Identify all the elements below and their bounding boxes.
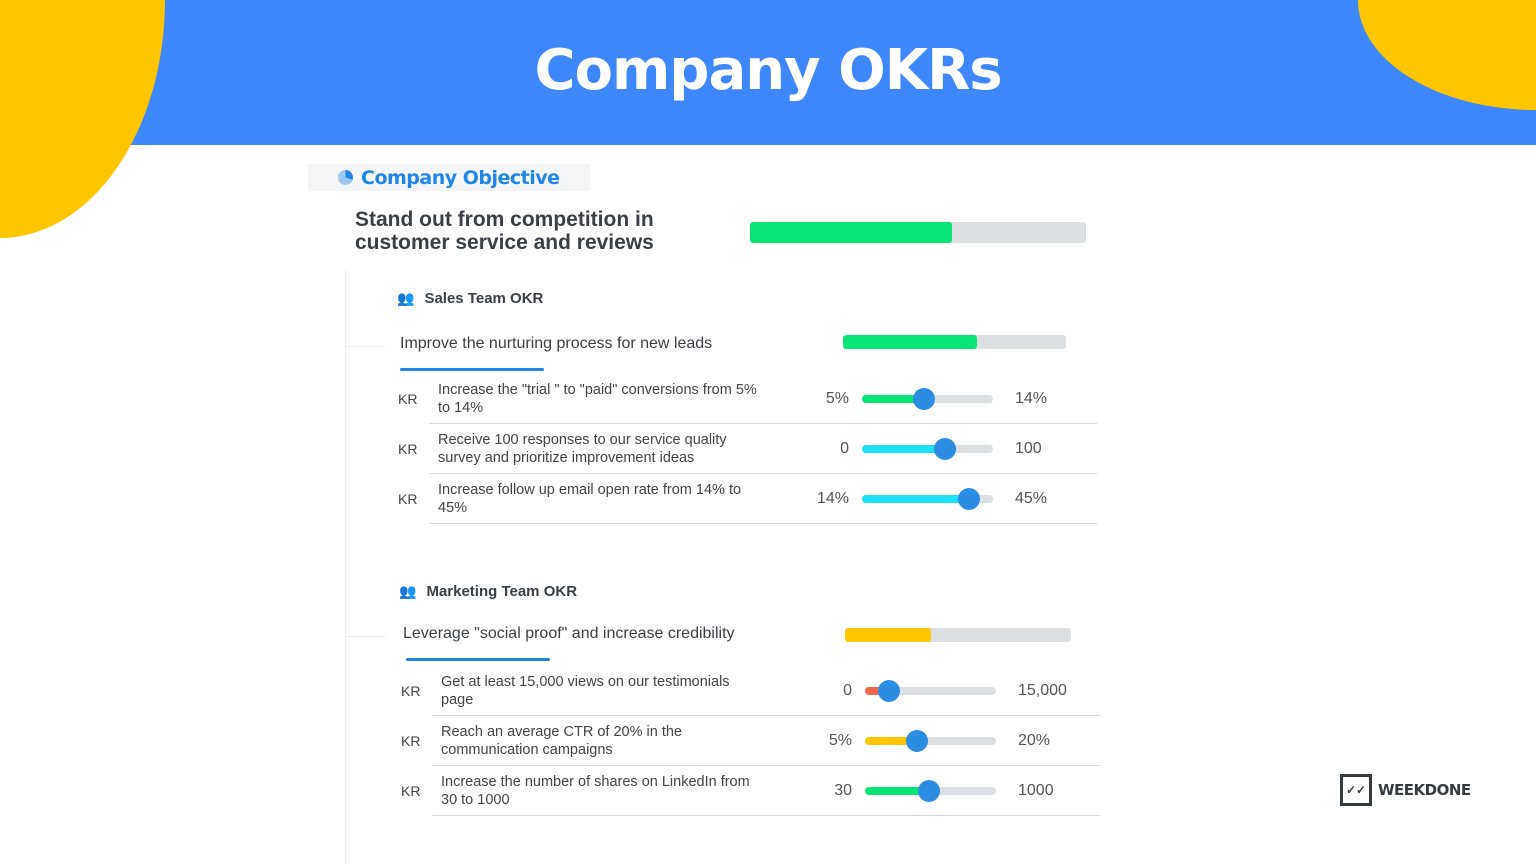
checkmarks-icon: ✓✓ <box>1340 774 1372 806</box>
slider-fill <box>865 686 889 695</box>
kr-text: Reach an average CTR of 20% in the commu… <box>441 723 682 758</box>
goal-underline <box>400 368 544 371</box>
slider-handle[interactable] <box>912 387 935 410</box>
slider-handle[interactable] <box>906 729 929 752</box>
objective-header-label: Company Objective <box>361 166 560 189</box>
slider-fill <box>862 494 970 503</box>
slider-handle[interactable] <box>877 679 900 702</box>
page-title: Company OKRs <box>534 38 1002 103</box>
weekdone-logo: ✓✓ WEEKDONE <box>1340 774 1471 806</box>
header-banner <box>0 0 1536 145</box>
team-goal[interactable]: Leverage "social proof" and increase cre… <box>403 625 735 642</box>
kr-start-value: 14% <box>816 489 849 507</box>
kr-target-value: 1000 <box>1018 781 1054 799</box>
kr-start-value: 5% <box>825 389 849 407</box>
kr-target-value: 45% <box>1015 489 1048 507</box>
key-result-row[interactable]: KR Increase the "trial " to "paid" conve… <box>398 374 1097 424</box>
kr-label: KR <box>401 682 421 699</box>
kr-label: KR <box>398 440 418 457</box>
decor-circle-left <box>0 0 165 238</box>
goal-underline <box>406 658 550 661</box>
team-icon: 👥 <box>399 583 417 599</box>
key-result-row[interactable]: KR Increase the number of shares on Link… <box>401 766 1100 816</box>
kr-target-value: 15,000 <box>1018 681 1067 699</box>
kr-progress-slider[interactable] <box>865 679 996 702</box>
kr-progress-slider[interactable] <box>865 779 996 802</box>
team-heading: 👥 Marketing Team OKR <box>399 583 577 600</box>
key-result-row[interactable]: KR Receive 100 responses to our service … <box>398 424 1097 474</box>
tree-branch <box>346 636 386 637</box>
kr-text: Receive 100 responses to our service qua… <box>438 431 727 466</box>
slider-handle[interactable] <box>918 779 941 802</box>
kr-label: KR <box>398 490 418 507</box>
team-heading: 👥 Sales Team OKR <box>397 290 543 307</box>
kr-progress-slider[interactable] <box>862 437 993 460</box>
team-icon: 👥 <box>397 290 415 306</box>
kr-text: Get at least 15,000 views on our testimo… <box>441 673 730 708</box>
kr-start-value: 0 <box>843 681 852 699</box>
kr-progress-slider[interactable] <box>862 487 993 510</box>
slider-fill <box>862 444 945 453</box>
pie-chart-icon <box>338 170 353 185</box>
progress-fill <box>845 628 931 642</box>
tree-line <box>345 270 346 864</box>
objective-header: Company Objective <box>308 164 590 191</box>
kr-target-value: 14% <box>1015 389 1048 407</box>
kr-label: KR <box>401 732 421 749</box>
tree-branch <box>346 346 386 347</box>
kr-progress-slider[interactable] <box>862 387 993 410</box>
kr-start-value: 5% <box>828 731 852 749</box>
key-result-row[interactable]: KR Get at least 15,000 views on our test… <box>401 666 1100 716</box>
kr-text: Increase the "trial " to "paid" conversi… <box>438 381 757 416</box>
objective-title: Stand out from competition in customer s… <box>355 208 654 254</box>
progress-fill <box>843 335 977 349</box>
logo-name: WEEKDONE <box>1378 781 1471 799</box>
key-result-row[interactable]: KR Increase follow up email open rate fr… <box>398 474 1097 524</box>
slider-fill <box>862 394 924 403</box>
team-progress-bar <box>843 335 1066 349</box>
slider-handle[interactable] <box>933 437 956 460</box>
objective-progress-bar <box>750 222 1086 243</box>
kr-text: Increase follow up email open rate from … <box>438 481 742 516</box>
team-goal[interactable]: Improve the nurturing process for new le… <box>400 335 713 352</box>
slider-fill <box>865 736 918 745</box>
team-name: Marketing Team OKR <box>426 583 578 600</box>
team-name: Sales Team OKR <box>424 290 544 307</box>
team-progress-bar <box>845 628 1071 642</box>
kr-label: KR <box>401 782 421 799</box>
kr-target-value: 100 <box>1015 439 1042 457</box>
kr-label: KR <box>398 390 418 407</box>
kr-text: Increase the number of shares on LinkedI… <box>441 773 750 808</box>
kr-start-value: 0 <box>840 439 849 457</box>
kr-target-value: 20% <box>1018 731 1051 749</box>
slider-fill <box>865 786 930 795</box>
kr-start-value: 30 <box>834 781 852 799</box>
kr-progress-slider[interactable] <box>865 729 996 752</box>
progress-fill <box>750 222 952 243</box>
slider-handle[interactable] <box>958 487 981 510</box>
key-result-row[interactable]: KR Reach an average CTR of 20% in the co… <box>401 716 1100 766</box>
